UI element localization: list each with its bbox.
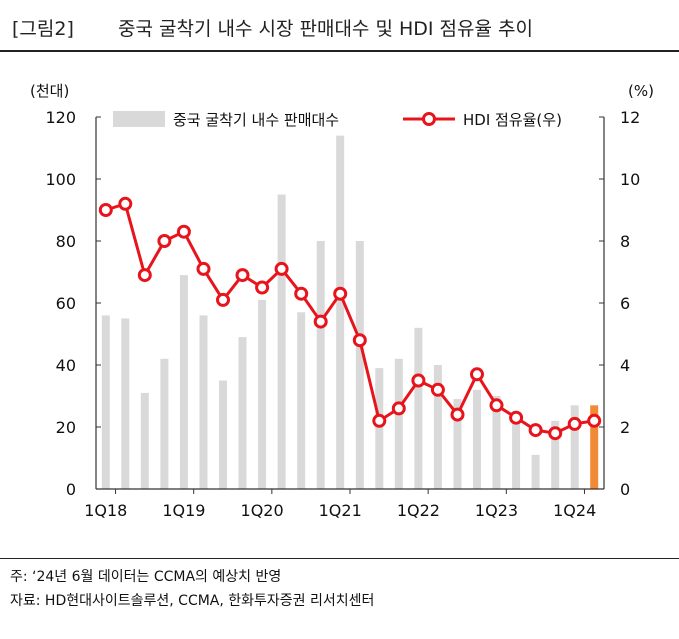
bar-1Q19 [179, 275, 188, 489]
share-point-4Q19 [235, 268, 250, 283]
x-tick-label: 1Q22 [397, 501, 440, 520]
right-ticks-group: 0 2 4 6 8 10 12 [599, 108, 640, 499]
share-point-2Q19 [196, 261, 211, 276]
figure-title: 중국 굴착기 내수 시장 판매대수 및 HDI 점유율 추이 [118, 18, 533, 40]
left-tick-label: 40 [56, 356, 76, 375]
bar-2Q18 [121, 318, 130, 489]
bar-4Q21 [394, 358, 403, 489]
share-point-2Q22 [430, 382, 445, 397]
x-ticks-group: 1Q18 1Q19 1Q20 1Q21 1Q22 1Q23 1Q24 [84, 489, 596, 520]
bar-4Q18 [160, 358, 169, 489]
bar-1Q23 [492, 396, 501, 489]
bar-2Q24 [590, 405, 599, 489]
share-point-1Q21 [333, 286, 348, 301]
share-point-1Q19 [176, 224, 191, 239]
bar-2Q19 [199, 315, 208, 489]
x-tick-label: 1Q18 [84, 501, 127, 520]
bar-1Q18 [101, 315, 110, 489]
bar-3Q20 [297, 312, 306, 489]
share-point-3Q18 [137, 268, 152, 283]
left-unit-label: (천대) [30, 82, 69, 100]
bar-4Q20 [316, 241, 325, 489]
x-tick-label: 1Q19 [162, 501, 205, 520]
left-tick-label: 120 [45, 108, 76, 127]
bar-1Q20 [258, 299, 267, 489]
bar-1Q22 [414, 327, 423, 489]
share-point-1Q20 [255, 280, 270, 295]
right-unit-label: (%) [628, 82, 654, 100]
share-point-4Q21 [391, 401, 406, 416]
right-tick-label: 0 [620, 480, 630, 499]
share-point-2Q24 [587, 413, 602, 428]
left-tick-label: 80 [56, 232, 76, 251]
bar-2Q20 [277, 194, 286, 489]
share-line [105, 202, 595, 435]
left-tick-label: 20 [56, 418, 76, 437]
notes: 주: ‘24년 6월 데이터는 CCMA의 예상치 반영 자료: HD현대사이트… [0, 558, 679, 613]
share-point-3Q22 [450, 407, 465, 422]
bar-3Q19 [219, 380, 227, 489]
note-text: 주: ‘24년 6월 데이터는 CCMA의 예상치 반영 [10, 569, 282, 585]
legend-bar-label: 중국 굴착기 내수 판매대수 [173, 111, 339, 129]
legend-line-marker [422, 112, 436, 126]
share-point-2Q20 [274, 261, 289, 276]
left-tick-label: 100 [45, 170, 76, 189]
bar-2Q23 [512, 420, 521, 489]
share-point-2Q21 [352, 333, 367, 348]
bar-4Q19 [238, 337, 247, 489]
bars-group [101, 135, 599, 489]
bar-3Q21 [375, 368, 384, 489]
right-tick-label: 12 [620, 108, 640, 127]
x-tick-label: 1Q21 [319, 501, 362, 520]
figure-tag: [그림2] [12, 18, 74, 40]
bar-3Q23 [531, 454, 540, 489]
share-points-group [98, 196, 602, 441]
share-point-4Q18 [157, 234, 172, 248]
right-tick-label: 2 [620, 418, 630, 437]
right-tick-label: 10 [620, 170, 640, 189]
left-tick-label: 60 [56, 294, 76, 313]
right-tick-label: 8 [620, 232, 630, 251]
source-text: 자료: HD현대사이트솔루션, CCMA, 한화투자증권 리서치센터 [10, 593, 375, 609]
share-point-3Q23 [528, 423, 543, 438]
share-point-4Q20 [313, 314, 328, 329]
bar-2Q21 [355, 241, 364, 489]
share-point-1Q24 [567, 416, 582, 431]
figure-title-bar: [그림2] 중국 굴착기 내수 시장 판매대수 및 HDI 점유율 추이 [0, 0, 679, 52]
right-tick-label: 6 [620, 294, 630, 313]
share-point-4Q23 [548, 426, 563, 441]
bar-1Q21 [336, 135, 345, 489]
share-point-3Q20 [294, 286, 309, 301]
left-ticks-group: 0 20 40 60 80 100 120 [45, 108, 101, 499]
legend-line-label: HDI 점유율(우) [463, 111, 562, 129]
share-point-4Q22 [470, 367, 484, 382]
left-tick-label: 0 [66, 480, 76, 499]
bar-4Q22 [473, 389, 481, 489]
share-point-3Q21 [372, 413, 387, 428]
bar-4Q23 [551, 420, 560, 489]
share-point-1Q23 [489, 398, 504, 413]
share-point-1Q22 [411, 373, 426, 388]
x-tick-label: 1Q24 [553, 501, 596, 520]
legend-bar-swatch [113, 111, 165, 127]
bar-2Q22 [433, 365, 442, 489]
share-point-2Q23 [509, 410, 524, 425]
legend: 중국 굴착기 내수 판매대수 HDI 점유율(우) [113, 111, 562, 129]
bar-3Q22 [453, 399, 462, 489]
share-point-2Q18 [118, 196, 133, 211]
share-point-3Q19 [216, 292, 230, 307]
share-point-1Q18 [98, 203, 113, 217]
bar-1Q24 [570, 405, 579, 489]
x-tick-label: 1Q20 [241, 501, 284, 520]
bar-3Q18 [140, 392, 149, 489]
x-tick-label: 1Q23 [475, 501, 518, 520]
right-tick-label: 4 [620, 356, 630, 375]
